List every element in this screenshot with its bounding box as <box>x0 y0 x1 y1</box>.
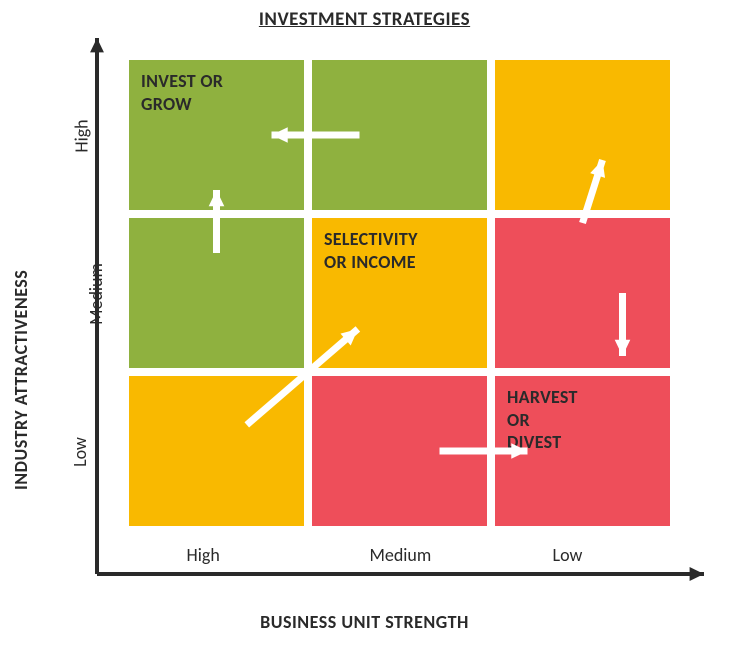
y-category: Low <box>69 437 91 467</box>
x-category: Low <box>553 544 583 566</box>
matrix-cell-r2-c0 <box>125 372 308 530</box>
matrix-cell-r1-c0 <box>125 214 308 372</box>
matrix-cell-r1-c1: SELECTIVITYOR INCOME <box>308 214 491 372</box>
y-axis-label: INDUSTRY ATTRACTIVENESS <box>10 270 32 490</box>
matrix-cell-r0-c2 <box>491 56 674 214</box>
matrix-cell-r1-c2 <box>491 214 674 372</box>
cell-label: HARVESTORDIVEST <box>495 376 590 464</box>
page-title: INVESTMENT STRATEGIES <box>259 8 470 31</box>
matrix-cell-r2-c1 <box>308 372 491 530</box>
cell-label: INVEST ORGROW <box>129 60 235 125</box>
y-category: Medium <box>85 263 107 325</box>
matrix-cell-r2-c2: HARVESTORDIVEST <box>491 372 674 530</box>
y-category: High <box>71 119 93 152</box>
matrix-cell-r0-c0: INVEST ORGROW <box>125 56 308 214</box>
cell-label: SELECTIVITYOR INCOME <box>312 218 430 283</box>
x-category: Medium <box>370 544 432 566</box>
matrix-cell-r0-c1 <box>308 56 491 214</box>
x-category: High <box>187 544 220 566</box>
x-axis-label: BUSINESS UNIT STRENGTH <box>260 611 469 633</box>
